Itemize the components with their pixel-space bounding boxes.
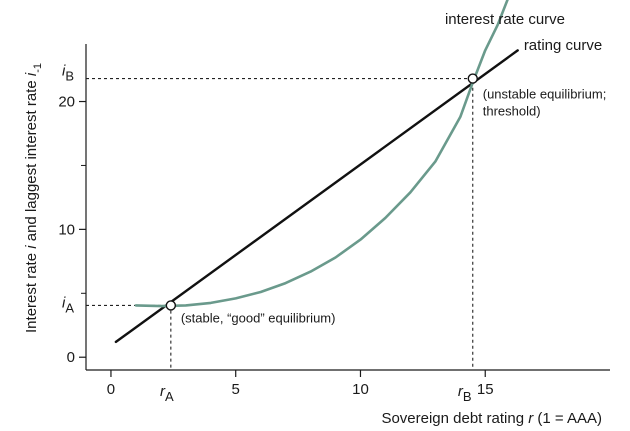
unstable-equilibrium-label-line2: threshold) (483, 104, 541, 119)
r-a-label: rA (160, 383, 174, 404)
r-b-label-base: r (458, 383, 464, 400)
y-tick-label: 20 (58, 94, 75, 111)
unstable-equilibrium-label: (unstable equilibrium; threshold) (483, 87, 607, 119)
r-b-label-sub: B (463, 389, 472, 404)
r-a-label-base: r (160, 383, 166, 400)
x-axis-title: Sovereign debt rating r (1 = AAA) (381, 410, 602, 427)
i-b-label-sub: B (65, 69, 74, 84)
i-b-label: iB (62, 63, 74, 84)
rating-curve-label: rating curve (524, 37, 602, 54)
y-axis-title-var1: i (23, 245, 40, 249)
x-axis-title-suffix: (1 = AAA) (533, 410, 602, 427)
y-axis-title-mid: and laggest interest rate (23, 76, 40, 245)
x-tick-label: 15 (477, 381, 494, 398)
x-tick-label: 10 (352, 381, 369, 398)
y-axis-title: Interest rate i and laggest interest rat… (23, 63, 44, 333)
i-a-label: iA (62, 294, 74, 315)
unstable-equilibrium-label-line1: (unstable equilibrium; (483, 87, 607, 102)
stable-equilibrium-label: (stable, “good” equilibrium) (181, 310, 336, 325)
r-b-label: rB (458, 383, 472, 404)
y-axis-title-sub: -1 (32, 63, 44, 73)
interest-rate-curve-label: interest rate curve (445, 11, 565, 28)
stable-equilibrium-point (165, 300, 177, 311)
reference-line-a (86, 304, 172, 370)
y-tick-label: 10 (58, 221, 75, 238)
x-axis-title-var: r (528, 410, 534, 427)
y-axis-title-var2: i (23, 72, 40, 76)
i-b-label-base: i (62, 63, 66, 80)
y-axis-title-pre: Interest rate (23, 249, 40, 333)
y-tick-label: 0 (67, 349, 75, 366)
interest-rate-curve-line (134, 0, 509, 308)
x-tick-label: 5 (232, 381, 240, 398)
unstable-equilibrium-point (467, 73, 478, 84)
x-tick-label: 0 (107, 381, 115, 398)
i-a-label-sub: A (65, 300, 74, 315)
i-a-label-base: i (62, 294, 66, 311)
rating-curve-line (114, 49, 519, 344)
r-a-label-sub: A (165, 389, 174, 404)
x-axis-title-text: Sovereign debt rating (381, 410, 528, 427)
